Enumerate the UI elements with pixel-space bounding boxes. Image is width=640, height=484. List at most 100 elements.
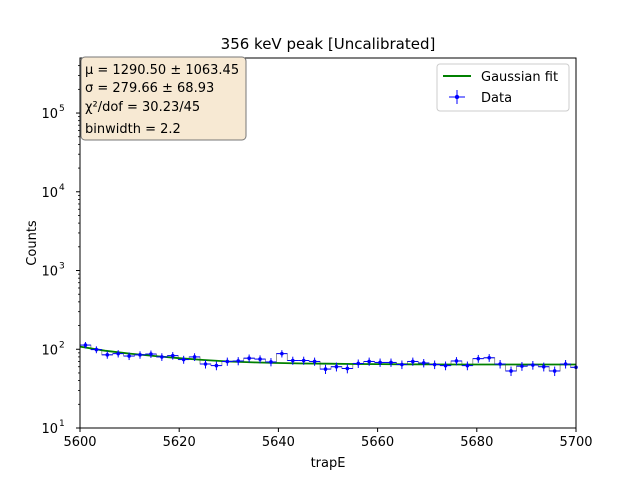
y-tick-label: 10 [41, 265, 58, 280]
x-tick-label: 5620 [163, 435, 196, 450]
data-marker [258, 357, 262, 361]
y-tick-exponent: 5 [59, 104, 65, 114]
y-tick-exponent: 4 [59, 183, 65, 193]
data-point [461, 361, 473, 371]
data-marker [312, 359, 317, 364]
data-marker [498, 362, 502, 366]
data-marker [214, 363, 219, 368]
data-point [178, 355, 190, 364]
x-axis: 5600 5620 5640 5660 5680 5700 [63, 428, 593, 450]
data-point [429, 360, 441, 370]
data-marker [563, 362, 568, 366]
data-marker [421, 361, 426, 365]
data-layer [80, 342, 578, 377]
x-tick-label: 5660 [361, 435, 394, 450]
data-marker [487, 355, 492, 360]
data-point [451, 357, 462, 366]
data-marker [170, 353, 175, 358]
histogram-steps [80, 344, 576, 372]
data-marker [323, 367, 328, 371]
data-marker [509, 369, 513, 373]
data-marker [476, 356, 481, 361]
data-point [243, 354, 255, 363]
data-marker [236, 359, 241, 363]
data-point [112, 350, 124, 358]
data-point [330, 362, 342, 372]
data-point [276, 350, 288, 358]
data-point [483, 354, 495, 362]
data-point [80, 342, 91, 349]
data-point [156, 353, 168, 361]
data-point [549, 366, 561, 377]
y-tick-label: 10 [41, 422, 58, 437]
y-axis-label: Counts [25, 220, 40, 266]
data-point [418, 359, 430, 368]
data-point [200, 359, 211, 369]
data-marker [367, 359, 371, 364]
legend-data-swatch [449, 90, 465, 104]
data-marker [192, 355, 197, 359]
data-point [494, 359, 506, 369]
data-marker [443, 363, 448, 368]
x-axis-label: trapE [311, 456, 346, 471]
data-point [407, 357, 419, 366]
histogram-layer [80, 344, 576, 372]
stats-box: μ = 1290.50 ± 1063.45 σ = 279.66 ± 68.93… [80, 56, 247, 141]
data-marker [454, 359, 459, 363]
x-tick-label: 5640 [262, 435, 295, 450]
data-marker [149, 352, 153, 356]
stats-chi2: χ²/dof = 30.23/45 [85, 100, 200, 115]
data-point [396, 360, 408, 370]
data-marker [531, 363, 535, 367]
data-marker [334, 364, 339, 369]
data-marker [269, 360, 273, 364]
x-tick-label: 5600 [63, 435, 96, 450]
data-marker [465, 363, 470, 368]
data-point [320, 364, 331, 374]
data-point [90, 346, 102, 354]
data-marker [105, 353, 110, 357]
data-marker [94, 347, 99, 352]
legend: Gaussian fit Data [436, 63, 570, 112]
data-marker [552, 369, 557, 373]
stats-box-frame [80, 56, 247, 141]
data-point [145, 350, 157, 358]
data-point [560, 359, 572, 369]
data-marker [116, 351, 120, 356]
y-tick-label: 10 [41, 343, 58, 358]
data-point [505, 366, 517, 377]
y-tick-label: 10 [41, 186, 58, 201]
data-marker [301, 358, 306, 363]
data-point [352, 359, 364, 368]
fit-layer [79, 345, 576, 366]
data-point [341, 364, 353, 374]
data-marker [160, 355, 164, 359]
y-tick-exponent: 2 [59, 340, 65, 350]
x-tick-label: 5680 [460, 435, 493, 450]
legend-fit-label: Gaussian fit [481, 70, 558, 85]
data-marker [432, 362, 437, 367]
data-marker [356, 361, 361, 366]
data-point [538, 362, 550, 372]
data-marker [247, 356, 251, 360]
data-marker [83, 343, 88, 347]
x-tick-label: 5700 [559, 435, 592, 450]
fit-line [79, 345, 576, 366]
data-point [298, 356, 310, 365]
data-point [254, 355, 266, 364]
stats-mu: μ = 1290.50 ± 1063.45 [85, 63, 239, 78]
legend-data-label: Data [481, 91, 512, 106]
stats-binwidth: binwidth = 2.2 [85, 122, 181, 137]
data-marker [127, 354, 131, 358]
data-point [101, 351, 113, 359]
data-marker [280, 351, 284, 356]
y-tick-exponent: 3 [59, 262, 65, 272]
data-marker [389, 360, 393, 365]
data-marker [378, 360, 382, 365]
data-marker [400, 362, 404, 367]
data-marker [345, 366, 350, 371]
data-point [167, 352, 179, 360]
data-point [440, 361, 452, 371]
data-point [363, 357, 375, 366]
